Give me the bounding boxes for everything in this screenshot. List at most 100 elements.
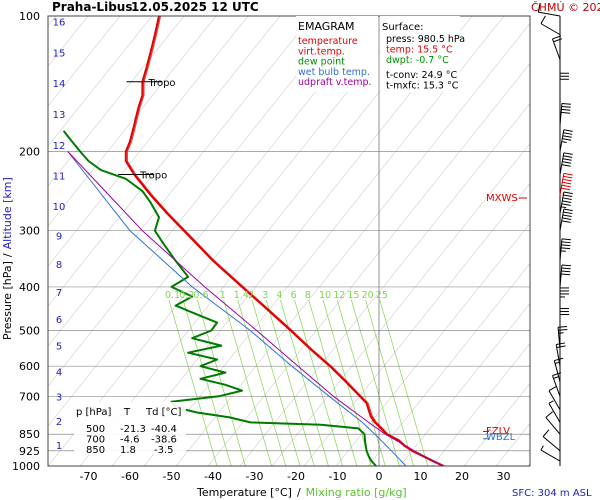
wind-barb-feather: [561, 247, 571, 250]
legend-item: dew point: [298, 57, 345, 68]
mixing-ratio-line: [294, 299, 343, 466]
legend-item: temperature: [298, 36, 358, 47]
wind-barb-feather: [561, 238, 571, 241]
wind-barb: [559, 102, 571, 126]
wind-barb-staff: [548, 390, 561, 411]
altitude-tick-label: 10: [53, 202, 66, 213]
wind-barb-feather: [561, 273, 571, 276]
guide-line: [431, 343, 530, 466]
mixing-ratio-label: 1: [220, 290, 226, 301]
wind-barb-feather: [561, 184, 571, 188]
wind-barb-half-feather: [553, 376, 559, 379]
surface-line: dwpt: -0.7 °C: [386, 55, 449, 66]
series-wet-bulb-temp: [67, 151, 407, 466]
guide-line: [399, 303, 530, 466]
mixing-ratio-line: [168, 299, 218, 466]
wind-barb-staff: [559, 191, 565, 214]
wind-barb-staff: [557, 327, 561, 350]
mixing-ratio-line: [308, 299, 358, 466]
pressure-tick-label: 500: [19, 325, 40, 338]
y-axis-title: Pressure [hPa] / Altitude [km]: [1, 177, 14, 340]
mixing-ratio-line: [265, 299, 315, 466]
guide-line: [271, 143, 530, 466]
wind-barb-staff: [548, 403, 561, 423]
pressure-tick-label: 850: [19, 428, 40, 441]
wind-barb-feather: [563, 191, 573, 195]
y-label-sep: /: [1, 253, 14, 257]
mixing-ratio-line: [182, 299, 232, 466]
wind-barb-feather: [563, 211, 573, 215]
wind-barb: [559, 152, 573, 175]
wind-barb-feather: [561, 244, 571, 247]
wind-barb-staff: [559, 238, 563, 261]
x-label-temp: Temperature [°C]: [196, 486, 292, 499]
guide-line: [48, 16, 249, 267]
axes-layer: TropoTropo100200300400500600700850925100…: [12, 10, 531, 483]
wind-barb-feather: [556, 345, 566, 348]
wind-barb-staff: [559, 129, 565, 152]
mixing-ratio-line: [365, 299, 414, 466]
wind-barb-feather: [563, 172, 573, 176]
wind-barb-staff: [555, 344, 561, 367]
wind-barb-feather: [561, 108, 571, 111]
x-label-group: Temperature [°C] / Mixing ratio [g/kg]: [196, 486, 407, 499]
wind-barb-staff: [559, 208, 565, 231]
temp-tick-label: -40: [204, 470, 222, 483]
mixing-ratio-label: 0.2: [179, 290, 194, 301]
mixing-ratio-label: 15: [347, 290, 359, 301]
wind-barb: [559, 129, 573, 152]
wind-barb-feather: [545, 411, 554, 418]
altitude-tick-label: 5: [56, 342, 62, 353]
guide-line: [175, 23, 530, 466]
altitude-tick-label: 15: [53, 48, 66, 59]
wind-barb-feather: [562, 178, 572, 182]
wind-barb-feather: [562, 158, 572, 161]
x-label-mix: Mixing ratio [g/kg]: [306, 486, 407, 499]
wind-barb-feather: [553, 38, 563, 43]
altitude-tick-label: 14: [53, 79, 66, 90]
temp-tick-label: -10: [329, 470, 347, 483]
altitude-tick-label: 12: [53, 141, 66, 152]
wind-barb: [552, 35, 563, 60]
mixing-ratio-label: 4: [276, 290, 282, 301]
wind-barb: [559, 264, 571, 287]
mxws-label: MXWS: [486, 193, 518, 204]
series-udpraft-v-temp: [67, 151, 443, 466]
legend-item: udpraft v.temp.: [298, 77, 372, 88]
guide-line: [463, 383, 530, 466]
credit: ČHMÚ © 2025: [531, 1, 600, 14]
wind-barb-feather: [561, 264, 571, 267]
altitude-tick-label: 1: [56, 441, 62, 452]
tropopause-label: Tropo: [147, 78, 175, 89]
altitude-tick-label: 7: [56, 288, 62, 299]
wind-barb-feather: [563, 155, 573, 158]
temp-tick-label: -20: [287, 470, 305, 483]
guide-line: [335, 223, 530, 466]
mixing-ratio-line: [251, 299, 301, 466]
mixing-ratio-label: 25: [376, 290, 388, 301]
pt-table-cell: 700: [86, 435, 105, 446]
temp-tick-label: -70: [80, 470, 98, 483]
wind-barb-feather: [552, 35, 562, 40]
pt-table: p [hPa] T Td [°C] 500 -21.3 -40.4 700 -4.6 -38.6…: [74, 402, 186, 456]
wind-barb-staff: [542, 436, 561, 452]
legend-box: [296, 16, 378, 92]
altitude-tick-label: 16: [53, 17, 66, 28]
guide-line: [239, 103, 530, 466]
wind-barb-feather: [540, 15, 546, 24]
guide-line: [48, 16, 185, 187]
wind-barb: [555, 342, 566, 367]
wind-barb-staff: [538, 11, 561, 17]
wind-barb-feather: [562, 214, 572, 218]
wind-barb: [559, 191, 573, 214]
wind-barb: [559, 72, 569, 96]
wind-barb-staff: [540, 23, 561, 36]
wind-barb-feather: [542, 429, 550, 437]
mixing-ratio-label: 12: [333, 290, 345, 301]
temp-tick-label: 20: [455, 470, 469, 483]
wind-barb-feather: [563, 132, 573, 135]
surface-box: [380, 16, 460, 92]
